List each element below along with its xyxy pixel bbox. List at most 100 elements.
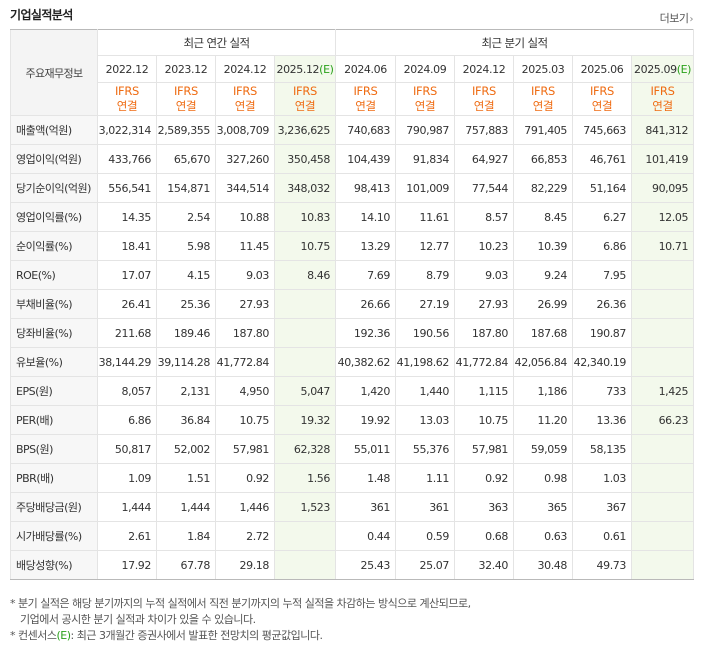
value-cell: 36.84 [156, 405, 216, 435]
value-cell: 189.46 [156, 318, 216, 348]
period-label: 2024.09 [403, 62, 447, 76]
value-cell: 187.80 [215, 318, 275, 348]
row-label: ROE(%) [10, 260, 98, 290]
financial-row: BPS(원) 50,817 52,002 57,981 62,328 55,011 55,3… [10, 434, 695, 464]
value-cell: 0.68 [454, 521, 514, 551]
period-label: 2025.09 [634, 62, 677, 76]
value-cell: 11.20 [513, 405, 573, 435]
basis-standard: IFRS [471, 84, 497, 98]
value-cell: 19.92 [335, 405, 396, 435]
row-label: 주당배당금(원) [10, 492, 98, 522]
value-cell: 101,009 [395, 173, 455, 203]
value-cell [630, 347, 695, 377]
value-cell: 187.80 [454, 318, 514, 348]
basis-consolidation: 연결 [652, 99, 673, 113]
value-cell: 42,340.19 [572, 347, 632, 377]
value-cell: 2.61 [97, 521, 157, 551]
value-cell: 187.68 [513, 318, 573, 348]
value-cell [630, 550, 695, 580]
period-header: 2025.12(E) [274, 55, 336, 83]
value-cell: 3,022,314 [97, 115, 157, 145]
value-cell: 8.45 [513, 202, 573, 232]
value-cell: 14.10 [335, 202, 396, 232]
accounting-basis: IFRS 연결 [274, 82, 336, 116]
period-header: 2024.06 [335, 55, 396, 83]
value-cell: 0.44 [335, 521, 396, 551]
value-cell: 98,413 [335, 173, 396, 203]
accounting-basis: IFRS 연결 [630, 82, 695, 116]
value-cell: 10.75 [215, 405, 275, 435]
value-cell: 8,057 [97, 376, 157, 406]
value-cell: 2,131 [156, 376, 216, 406]
value-cell: 57,981 [215, 434, 275, 464]
basis-standard: IFRS [650, 84, 675, 98]
row-label: PBR(배) [10, 463, 98, 493]
basis-standard: IFRS [589, 84, 615, 98]
basis-consolidation: 연결 [355, 99, 376, 113]
value-cell: 10.83 [274, 202, 336, 232]
value-cell: 5.98 [156, 231, 216, 261]
value-cell: 12.05 [630, 202, 695, 232]
value-cell: 327,260 [215, 144, 275, 174]
value-cell [630, 521, 695, 551]
value-cell: 1,186 [513, 376, 573, 406]
value-cell: 7.95 [572, 260, 632, 290]
row-label: 영업이익률(%) [10, 202, 98, 232]
value-cell: 6.86 [572, 231, 632, 261]
value-cell: 365 [513, 492, 573, 522]
value-cell: 6.27 [572, 202, 632, 232]
value-cell: 2,589,355 [156, 115, 216, 145]
value-cell: 52,002 [156, 434, 216, 464]
value-cell: 5,047 [274, 376, 336, 406]
basis-consolidation: 연결 [591, 99, 613, 113]
value-cell: 26.41 [97, 289, 157, 319]
value-cell: 10.75 [274, 231, 336, 261]
footnote-quarterly: * 분기 실적은 해당 분기까지의 누적 실적에서 직전 분기까지의 누적 실적… [10, 597, 471, 610]
value-cell: 0.61 [572, 521, 632, 551]
basis-row: IFRS 연결 IFRS 연결 IFRS 연결 IFRS 연결 IFRS 연결 IFRS 연결 IFRS… [11, 82, 695, 116]
footnote-consensus: * 컨센서스(E): 최근 3개월간 증권사에서 발표한 전망치의 평균값입니다… [10, 628, 693, 644]
value-cell: 27.19 [395, 289, 455, 319]
value-cell [274, 289, 336, 319]
value-cell: 11.45 [215, 231, 275, 261]
footnote-quarterly-cont: 기업에서 공시한 분기 실적과 차이가 있을 수 있습니다. [20, 613, 256, 626]
row-label: BPS(원) [10, 434, 98, 464]
value-cell: 51,164 [572, 173, 632, 203]
value-cell: 1,446 [215, 492, 275, 522]
value-cell: 12.77 [395, 231, 455, 261]
value-cell: 14.35 [97, 202, 157, 232]
value-cell: 77,544 [454, 173, 514, 203]
value-cell [630, 260, 695, 290]
value-cell: 190.56 [395, 318, 455, 348]
value-cell: 82,229 [513, 173, 573, 203]
value-cell [630, 434, 695, 464]
accounting-basis: IFRS 연결 [156, 82, 216, 116]
value-cell: 361 [395, 492, 455, 522]
financial-row: 유보율(%) 38,144.29 39,114.28 41,772.84 40,382.… [10, 347, 695, 377]
financial-row: 시가배당률(%) 2.61 1.84 2.72 0.44 0.59 0.68 0.63 0.61 [10, 521, 695, 551]
value-cell [274, 318, 336, 348]
financial-row: 영업이익(억원) 433,766 65,670 327,260 350,458 104,4… [10, 144, 695, 174]
financial-summary-table: 주요재무정보 최근 연간 실적 최근 분기 실적 2022.12 2023.12 2… [10, 29, 695, 580]
value-cell: 1.09 [97, 463, 157, 493]
value-cell: 27.93 [215, 289, 275, 319]
value-cell [274, 550, 336, 580]
value-cell: 11.61 [395, 202, 455, 232]
basis-standard: IFRS [232, 84, 258, 98]
row-label: 시가배당률(%) [10, 521, 98, 551]
value-cell: 1.84 [156, 521, 216, 551]
financial-row: ROE(%) 17.07 4.15 9.03 8.46 7.69 8.79 9.03 9.24 7… [10, 260, 695, 290]
section-title: 기업실적분석 [10, 8, 73, 22]
value-cell: 50,817 [97, 434, 157, 464]
row-label: 당기순이익(억원) [10, 173, 98, 203]
period-label: 2024.06 [344, 62, 387, 76]
financial-row: EPS(원) 8,057 2,131 4,950 5,047 1,420 1,440 1,11… [10, 376, 695, 406]
more-link[interactable]: 더보기› [660, 10, 694, 26]
financial-rows: 매출액(억원) 3,022,314 2,589,355 3,008,709 3,236,… [10, 115, 695, 580]
value-cell: 757,883 [454, 115, 514, 145]
period-label: 2024.12 [462, 62, 506, 76]
value-cell: 1.51 [156, 463, 216, 493]
basis-consolidation: 연결 [234, 99, 256, 113]
value-cell: 1,115 [454, 376, 514, 406]
value-cell: 18.41 [97, 231, 157, 261]
